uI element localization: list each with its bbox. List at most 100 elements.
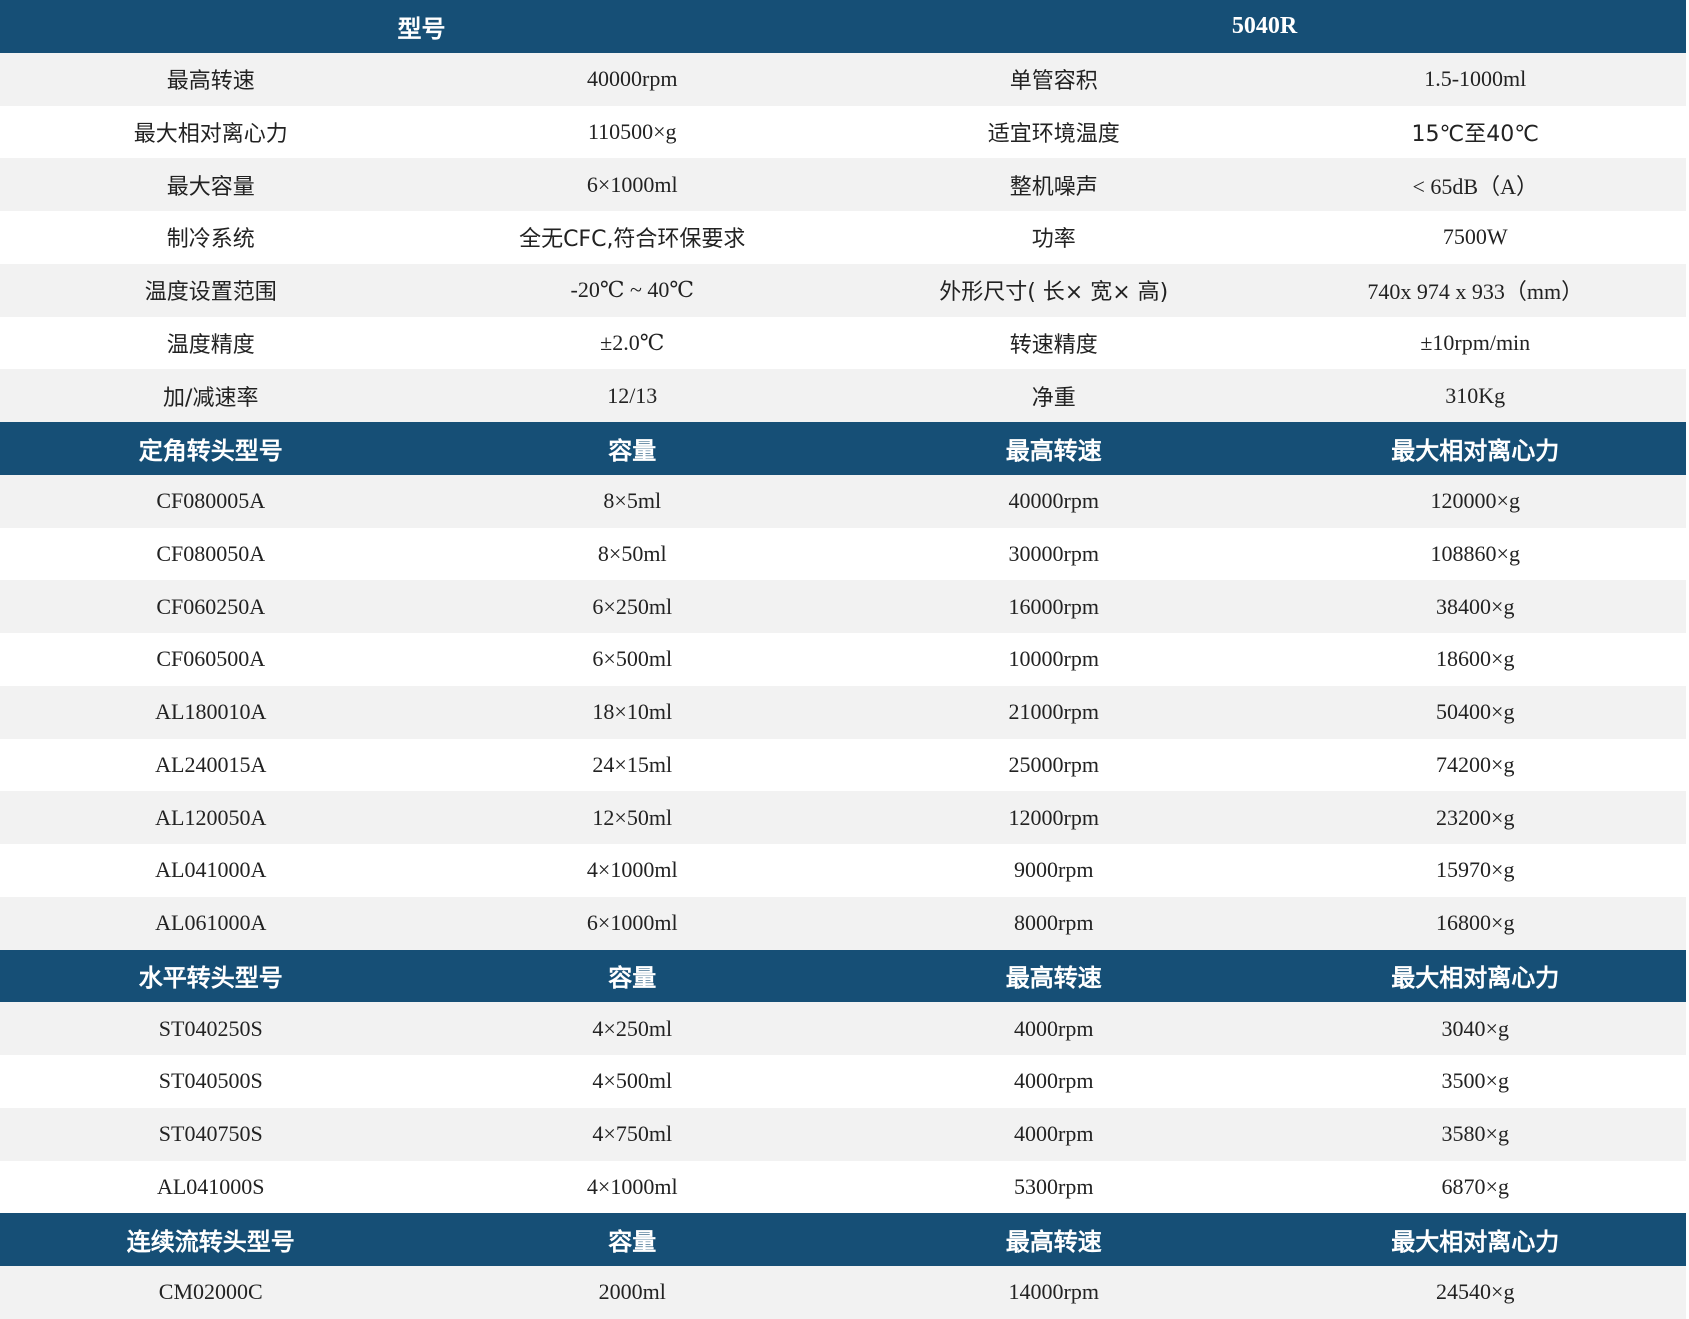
rotor-row: CF080005A 8×5ml 40000rpm 120000×g bbox=[0, 474, 1686, 528]
section-header-cell: 最高转速 bbox=[843, 422, 1265, 475]
rotor-cell: 23200×g bbox=[1264, 791, 1686, 844]
rotor-row: ST040500S 4×500ml 4000rpm 3500×g bbox=[0, 1055, 1686, 1108]
rotor-row: ST040250S 4×250ml 4000rpm 3040×g bbox=[0, 1002, 1686, 1055]
rotor-cell: CF080050A bbox=[0, 527, 422, 581]
section-header-cell: 容量 bbox=[421, 949, 843, 1003]
rotor-cell: 4×750ml bbox=[421, 1107, 843, 1161]
section-header-cell: 定角转头型号 bbox=[0, 422, 422, 475]
rotor-cell: 4×1000ml bbox=[421, 1160, 843, 1214]
rotor-cell: 50400×g bbox=[1264, 685, 1686, 739]
rotor-cell: 5300rpm bbox=[843, 1160, 1265, 1214]
rotor-row: CF060500A 6×500ml 10000rpm 18600×g bbox=[0, 633, 1686, 686]
rotor-cell: 108860×g bbox=[1264, 527, 1686, 581]
section-header-cell: 最高转速 bbox=[843, 949, 1265, 1003]
spec-cell: 740x 974 x 933（mm） bbox=[1264, 263, 1686, 317]
rotor-cell: 4000rpm bbox=[843, 1107, 1265, 1161]
rotor-cell: 4×250ml bbox=[421, 1002, 843, 1055]
spec-cell: 单管容积 bbox=[843, 52, 1265, 106]
rotor-cell: 120000×g bbox=[1264, 474, 1686, 528]
rotor-cell: 4×1000ml bbox=[421, 844, 843, 897]
rotor-cell: ST040500S bbox=[0, 1055, 422, 1108]
section-header-cell: 最大相对离心力 bbox=[1264, 1213, 1686, 1266]
spec-row: 温度精度 ±2.0℃ 转速精度 ±10rpm/min bbox=[0, 316, 1686, 370]
spec-cell: -20℃ ~ 40℃ bbox=[421, 263, 843, 317]
spec-cell: ±10rpm/min bbox=[1264, 316, 1686, 370]
rotor-row: AL061000A 6×1000ml 8000rpm 16800×g bbox=[0, 896, 1686, 950]
spec-cell: 310Kg bbox=[1264, 369, 1686, 422]
rotor-cell: 4000rpm bbox=[843, 1002, 1265, 1055]
rotor-cell: 24540×g bbox=[1264, 1266, 1686, 1319]
spec-cell: 7500W bbox=[1264, 211, 1686, 264]
rotor-cell: 24×15ml bbox=[421, 738, 843, 792]
spec-cell: 功率 bbox=[843, 211, 1265, 264]
rotor-cell: 8×50ml bbox=[421, 527, 843, 581]
rotor-row: AL120050A 12×50ml 12000rpm 23200×g bbox=[0, 791, 1686, 844]
rotor-cell: 3040×g bbox=[1264, 1002, 1686, 1055]
spec-cell: 适宜环境温度 bbox=[843, 105, 1265, 159]
rotor-row: AL240015A 24×15ml 25000rpm 74200×g bbox=[0, 738, 1686, 792]
rotor-cell: 3580×g bbox=[1264, 1107, 1686, 1161]
rotor-cell: AL240015A bbox=[0, 738, 422, 792]
spec-cell: 净重 bbox=[843, 369, 1265, 422]
spec-cell: 全无CFC,符合环保要求 bbox=[421, 211, 843, 264]
rotor-cell: ST040750S bbox=[0, 1107, 422, 1161]
rotor-cell: 18600×g bbox=[1264, 633, 1686, 686]
spec-cell: 40000rpm bbox=[421, 52, 843, 106]
rotor-cell: 14000rpm bbox=[843, 1266, 1265, 1319]
spec-cell: 转速精度 bbox=[843, 316, 1265, 370]
spec-row: 最大容量 6×1000ml 整机噪声 < 65dB（A） bbox=[0, 158, 1686, 211]
section-header-cell: 最高转速 bbox=[843, 1213, 1265, 1266]
spec-row: 制冷系统 全无CFC,符合环保要求 功率 7500W bbox=[0, 211, 1686, 264]
spec-cell: 6×1000ml bbox=[421, 158, 843, 211]
spec-cell: 1.5-1000ml bbox=[1264, 52, 1686, 106]
section-header-cell: 容量 bbox=[421, 1213, 843, 1266]
rotor-cell: 8×5ml bbox=[421, 474, 843, 528]
section-header-cell: 最大相对离心力 bbox=[1264, 422, 1686, 475]
section-header-row: 连续流转头型号 容量 最高转速 最大相对离心力 bbox=[0, 1213, 1686, 1266]
rotor-cell: 12×50ml bbox=[421, 791, 843, 844]
spec-row: 最高转速 40000rpm 单管容积 1.5-1000ml bbox=[0, 52, 1686, 106]
rotor-cell: 4×500ml bbox=[421, 1055, 843, 1108]
spec-row: 最大相对离心力 110500×g 适宜环境温度 15℃至40℃ bbox=[0, 105, 1686, 159]
rotor-cell: 6×500ml bbox=[421, 633, 843, 686]
rotor-cell: 10000rpm bbox=[843, 633, 1265, 686]
rotor-cell: 2000ml bbox=[421, 1266, 843, 1319]
rotor-cell: 30000rpm bbox=[843, 527, 1265, 581]
rotor-cell: CF060500A bbox=[0, 633, 422, 686]
rotor-cell: 74200×g bbox=[1264, 738, 1686, 792]
section-header-cell: 最大相对离心力 bbox=[1264, 949, 1686, 1003]
rotor-cell: CM02000C bbox=[0, 1266, 422, 1319]
rotor-cell: 6×1000ml bbox=[421, 896, 843, 950]
section-header-cell: 连续流转头型号 bbox=[0, 1213, 422, 1266]
rotor-cell: 3500×g bbox=[1264, 1055, 1686, 1108]
spec-cell: 加/减速率 bbox=[0, 369, 422, 422]
rotor-cell: AL041000S bbox=[0, 1160, 422, 1214]
spec-row: 加/减速率 12/13 净重 310Kg bbox=[0, 369, 1686, 422]
rotor-cell: 12000rpm bbox=[843, 791, 1265, 844]
spec-cell: 最高转速 bbox=[0, 52, 422, 106]
rotor-row: CF080050A 8×50ml 30000rpm 108860×g bbox=[0, 527, 1686, 581]
rotor-row: AL041000S 4×1000ml 5300rpm 6870×g bbox=[0, 1160, 1686, 1214]
rotor-cell: 25000rpm bbox=[843, 738, 1265, 792]
rotor-cell: AL180010A bbox=[0, 685, 422, 739]
spec-cell: 最大容量 bbox=[0, 158, 422, 211]
rotor-row: ST040750S 4×750ml 4000rpm 3580×g bbox=[0, 1107, 1686, 1161]
rotor-cell: 16000rpm bbox=[843, 580, 1265, 633]
rotor-cell: 15970×g bbox=[1264, 844, 1686, 897]
rotor-cell: 6×250ml bbox=[421, 580, 843, 633]
spec-cell: 110500×g bbox=[421, 105, 843, 159]
model-label: 型号 bbox=[0, 0, 843, 53]
rotor-cell: 40000rpm bbox=[843, 474, 1265, 528]
rotor-cell: 16800×g bbox=[1264, 896, 1686, 950]
rotor-cell: CF080005A bbox=[0, 474, 422, 528]
model-value: 5040R bbox=[843, 0, 1686, 53]
rotor-cell: AL041000A bbox=[0, 844, 422, 897]
rotor-cell: AL061000A bbox=[0, 896, 422, 950]
rotor-row: AL180010A 18×10ml 21000rpm 50400×g bbox=[0, 685, 1686, 739]
rotor-cell: AL120050A bbox=[0, 791, 422, 844]
model-header-row: 型号 5040R bbox=[0, 0, 1686, 53]
rotor-row: CF060250A 6×250ml 16000rpm 38400×g bbox=[0, 580, 1686, 633]
rotor-cell: CF060250A bbox=[0, 580, 422, 633]
rotor-cell: 9000rpm bbox=[843, 844, 1265, 897]
